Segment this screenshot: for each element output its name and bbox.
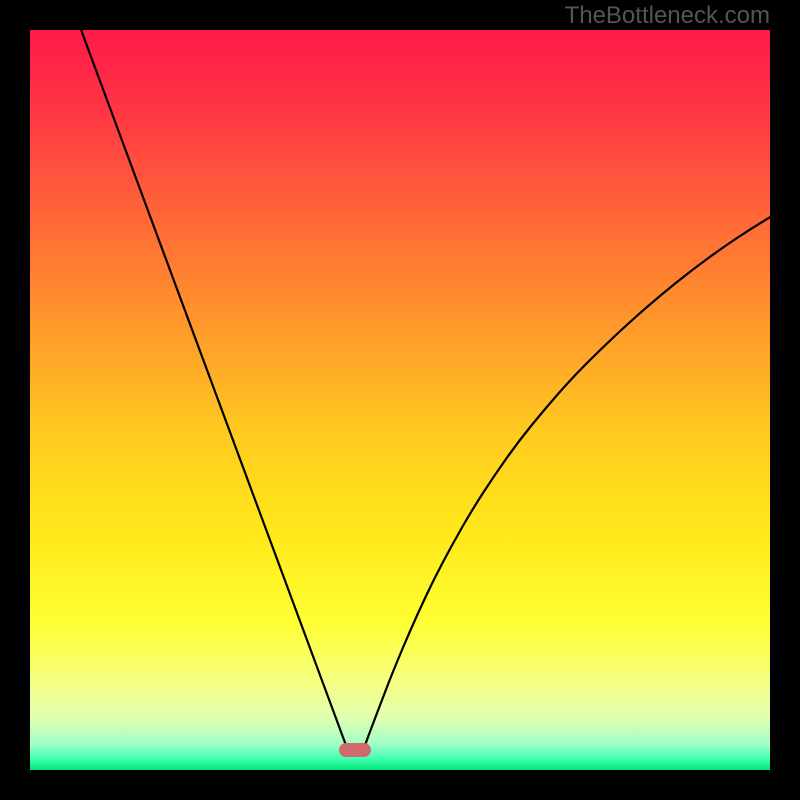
chart-container: TheBottleneck.com <box>0 0 800 800</box>
bottleneck-curves <box>0 0 800 800</box>
optimal-point-marker <box>339 743 371 757</box>
plot-area <box>30 30 770 770</box>
watermark-text: TheBottleneck.com <box>565 2 770 30</box>
